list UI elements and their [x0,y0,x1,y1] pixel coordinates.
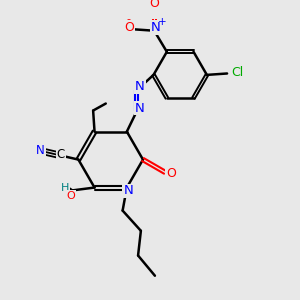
Text: N: N [135,101,145,115]
Text: N: N [123,184,133,197]
Text: O: O [124,21,134,34]
Text: Cl: Cl [232,66,244,79]
Text: O: O [149,0,159,10]
Text: C: C [57,148,65,161]
Text: N: N [36,144,45,157]
Text: N: N [151,21,160,34]
Text: O: O [67,191,76,201]
Text: N: N [135,80,145,94]
Text: +: + [158,17,167,27]
Text: O: O [166,167,176,180]
Text: -: - [127,14,131,24]
Text: H: H [61,183,69,193]
